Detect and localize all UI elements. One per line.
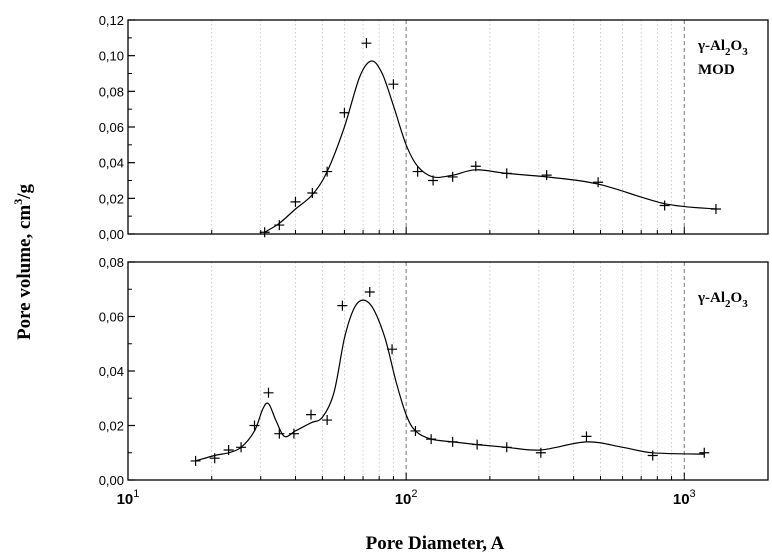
y-tick-label: 0,00 (99, 473, 124, 488)
y-tick-label: 0,00 (99, 227, 124, 242)
curves (196, 61, 716, 461)
x-tick-label: 102 (395, 488, 418, 508)
tick-labels: 0,00 0,02 0,04 0,06 0,08 0,10 0,12 0,00 0,02 0,04… (99, 13, 696, 508)
y-tick-label: 0,02 (99, 419, 124, 434)
y-tick-label: 0,02 (99, 191, 124, 206)
data-points (191, 38, 721, 466)
data-point-top (322, 167, 332, 177)
data-point-top (660, 200, 670, 210)
y-tick-label: 0,08 (99, 84, 124, 99)
data-point-top (388, 79, 398, 89)
data-point-top (361, 38, 371, 48)
data-point-top (448, 172, 458, 182)
y-tick-label: 0,06 (99, 120, 124, 135)
data-point-bottom (448, 437, 458, 447)
x-axis-title: Pore Diameter, A (366, 533, 505, 554)
grid-lines (212, 20, 685, 480)
data-point-bottom (502, 442, 512, 452)
x-tick-label: 101 (117, 488, 140, 508)
y-axis-title: Pore volume, cm3/g (11, 183, 35, 340)
data-point-bottom (581, 431, 591, 441)
data-point-bottom (191, 456, 201, 466)
panel-label-bottom: γ-Al2O3 (697, 290, 748, 310)
plot-frame-bottom (128, 262, 768, 480)
data-point-bottom (306, 410, 316, 420)
y-tick-label: 0,08 (99, 255, 124, 270)
data-point-top (502, 168, 512, 178)
data-point-bottom (472, 440, 482, 450)
data-point-bottom (365, 287, 375, 297)
plot-frame-top (128, 20, 768, 234)
plot-frames (128, 20, 768, 480)
panel-label-top-line2: MOD (698, 62, 735, 78)
y-tick-label: 0,12 (99, 13, 124, 28)
panel-label-top: γ-Al2O3 (697, 38, 748, 58)
y-tick-label: 0,10 (99, 49, 124, 64)
data-point-bottom (264, 388, 274, 398)
fit-curve-top (265, 61, 716, 232)
data-point-top (542, 170, 552, 180)
y-tick-label: 0,04 (99, 156, 124, 171)
data-point-bottom (337, 301, 347, 311)
data-point-top (413, 167, 423, 177)
y-tick-label: 0,04 (99, 364, 124, 379)
data-point-top (290, 197, 300, 207)
data-point-top (274, 220, 284, 230)
y-tick-label: 0,06 (99, 310, 124, 325)
data-point-bottom (699, 448, 709, 458)
data-point-bottom (426, 434, 436, 444)
data-point-bottom (274, 429, 284, 439)
fit-curve-bottom (196, 300, 705, 461)
data-point-top (593, 177, 603, 187)
x-tick-label: 103 (673, 488, 696, 508)
data-point-top (711, 204, 721, 214)
